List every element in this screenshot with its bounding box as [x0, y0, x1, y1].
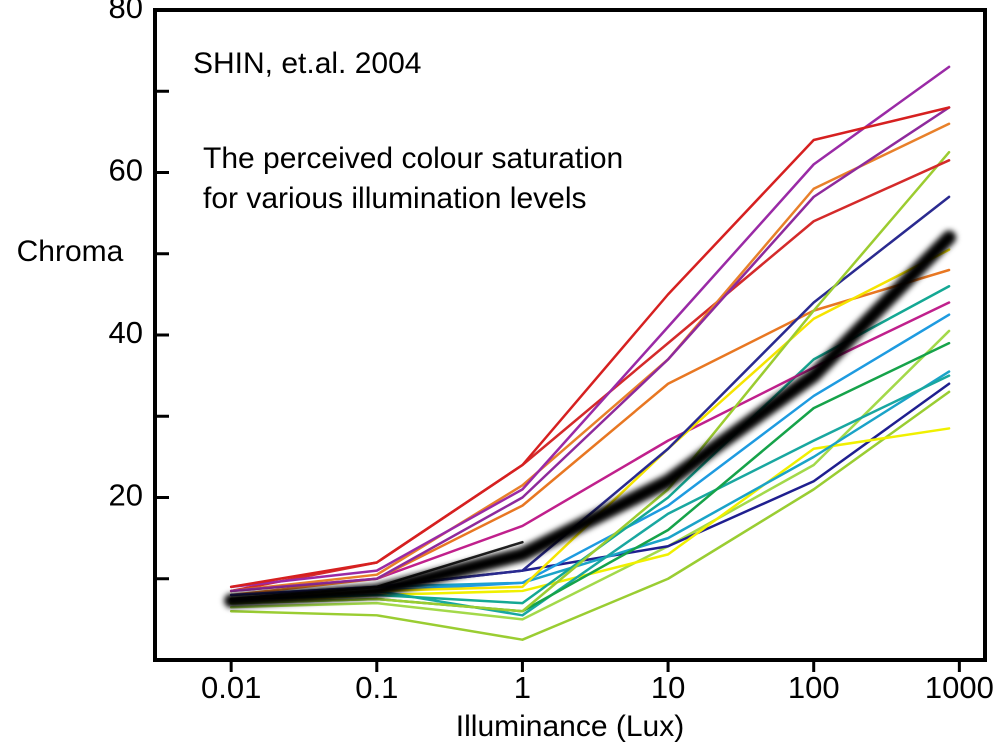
series-line: [229, 122, 951, 593]
series-line: [229, 106, 951, 589]
annotation: SHIN, et.al. 2004: [193, 47, 421, 80]
series-line: [229, 150, 951, 613]
annotation: The perceived colour saturation: [203, 142, 623, 175]
plot-lines: [224, 65, 957, 641]
series-line: [229, 390, 951, 641]
series-line: [224, 230, 957, 608]
y-axis-label: Chroma: [17, 235, 124, 268]
annotation: for various illumination levels: [203, 182, 587, 215]
x-tick-label: 10: [651, 670, 685, 705]
y-tick-label: 80: [109, 0, 143, 25]
series-line: [229, 106, 951, 593]
x-tick-label: 100: [788, 670, 840, 705]
series-line: [229, 65, 951, 589]
y-tick-label: 60: [109, 153, 143, 188]
y-tick-label: 40: [109, 315, 143, 350]
x-axis-label: Illuminance (Lux): [456, 710, 684, 743]
x-tick-label: 0.01: [201, 670, 261, 705]
series-line: [229, 370, 951, 597]
y-tick-label: 20: [109, 478, 143, 513]
x-tick-label: 0.1: [355, 670, 398, 705]
x-tick-label: 1: [514, 670, 531, 705]
x-tick-label: 1000: [925, 670, 994, 705]
